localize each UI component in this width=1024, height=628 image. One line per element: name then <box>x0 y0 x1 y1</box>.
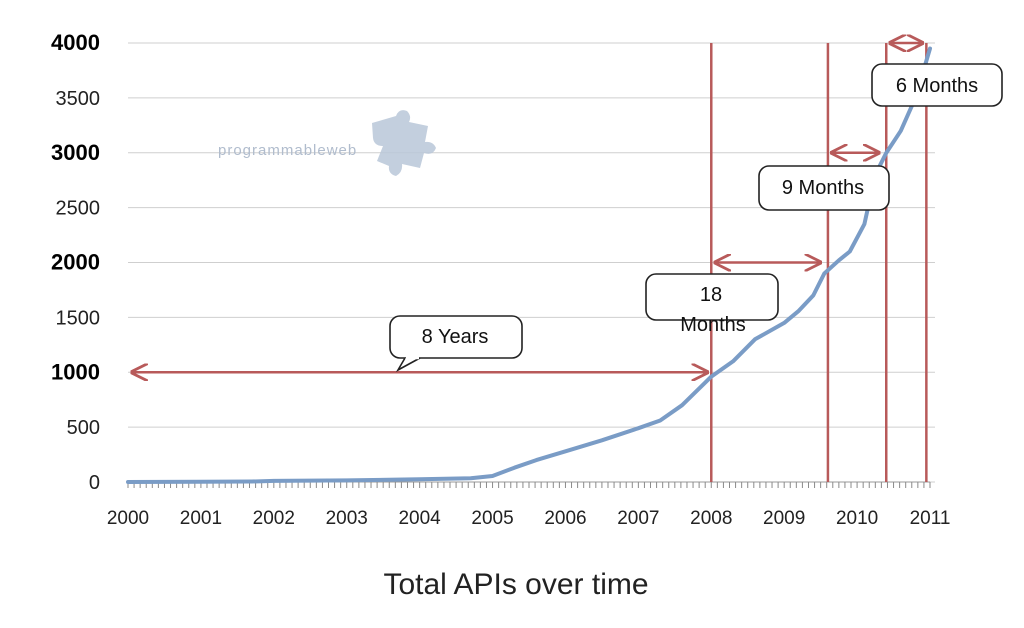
x-tick-label: 2001 <box>180 508 222 529</box>
chart-title: Total APIs over time <box>383 568 648 601</box>
x-tick-label: 2005 <box>471 508 513 529</box>
x-tick-label: 2002 <box>253 508 295 529</box>
puzzle-icon <box>372 110 436 176</box>
callout-box <box>871 63 1003 107</box>
callout-box <box>389 315 523 359</box>
y-tick-label: 1000 <box>51 359 100 384</box>
y-tick-label: 2500 <box>56 198 101 220</box>
y-tick-label: 3000 <box>51 140 100 165</box>
x-tick-label: 2004 <box>398 508 441 529</box>
x-tick-label: 2009 <box>763 508 805 529</box>
series-line <box>126 46 932 484</box>
callout-label: 18 Months <box>680 284 746 336</box>
x-tick-label: 2011 <box>910 508 951 529</box>
x-tick-label: 2008 <box>690 508 732 529</box>
y-tick-label: 500 <box>67 417 100 439</box>
y-tick-label: 4000 <box>51 30 100 55</box>
y-tick-label: 1500 <box>56 307 101 329</box>
callout-label: 9 Months <box>782 177 864 199</box>
y-tick-label: 3500 <box>56 88 101 110</box>
x-axis-ticks: 2000 2001 2002 2003 2004 2005 2006 2007 2008 2009… <box>107 508 951 529</box>
x-tick-label: 2010 <box>836 508 878 529</box>
callout-box <box>758 165 890 211</box>
x-tick-label: 2006 <box>544 508 586 529</box>
y-axis-ticks: 0 500 1000 1500 2000 2500 3000 3500 4000 <box>51 30 100 494</box>
callout-box <box>645 273 779 321</box>
logo-text: programmableweb <box>218 142 357 159</box>
series-layer <box>126 46 932 484</box>
y-tick-label: 0 <box>89 472 100 494</box>
x-tick-label: 2003 <box>326 508 368 529</box>
callout-label: 6 Months <box>896 75 978 97</box>
callout-tail <box>395 357 421 373</box>
programmableweb-logo: programmableweb <box>218 110 436 176</box>
interval-arrows <box>132 43 922 372</box>
marker-lines <box>710 43 928 482</box>
y-tick-label: 2000 <box>51 250 100 275</box>
x-tick-label: 2007 <box>617 508 659 529</box>
x-tick-label: 2000 <box>107 508 149 529</box>
callouts: 8 Years 18 Months 9 Months 6 Months <box>389 63 1003 373</box>
callout-label: 8 Years <box>422 326 489 348</box>
